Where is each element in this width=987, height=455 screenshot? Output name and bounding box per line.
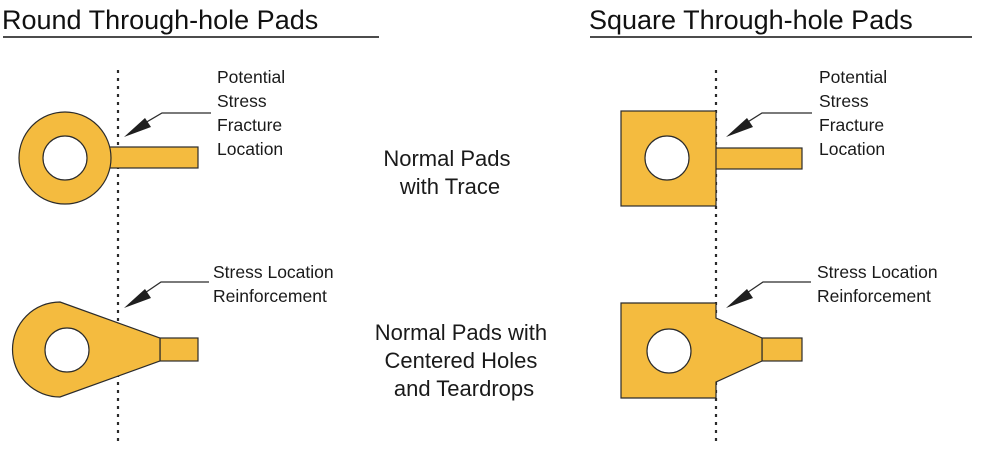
reinforcement-callout-arrow-square — [726, 281, 811, 308]
heading-square-pads: Square Through-hole Pads — [589, 5, 913, 35]
fracture-callout-round: Potential Stress Fracture Location — [217, 67, 290, 159]
heading-round-pads: Round Through-hole Pads — [2, 5, 318, 35]
round-pad-with-teardrop — [11, 301, 199, 398]
caption-normal-pads: Normal Pads with Trace — [383, 146, 516, 199]
caption-teardrop-pads: Normal Pads with Centered Holes and Tear… — [375, 320, 554, 401]
reinforcement-callout-round: Stress Location Reinforcement — [213, 262, 339, 306]
square-pad-with-teardrop — [620, 302, 803, 399]
square-teardrop-trace — [761, 337, 803, 362]
square-pad-drill-hole — [644, 135, 690, 181]
square-pad-with-trace — [620, 110, 803, 207]
fracture-callout-arrow-square — [726, 112, 812, 137]
fracture-callout-square: Potential Stress Fracture Location — [819, 67, 892, 159]
fracture-callout-arrow-round — [124, 112, 211, 137]
reinforcement-callout-square: Stress Location Reinforcement — [817, 262, 943, 306]
square-pad-trace — [709, 147, 803, 170]
round-teardrop-trace — [159, 337, 199, 362]
round-pad-drill-hole — [42, 135, 88, 181]
reinforcement-callout-arrow-round — [124, 281, 209, 308]
square-teardrop-drill-hole — [646, 328, 692, 374]
round-teardrop-drill-hole — [44, 327, 90, 373]
round-pad-with-trace — [18, 111, 199, 205]
round-pad-trace — [99, 146, 199, 169]
